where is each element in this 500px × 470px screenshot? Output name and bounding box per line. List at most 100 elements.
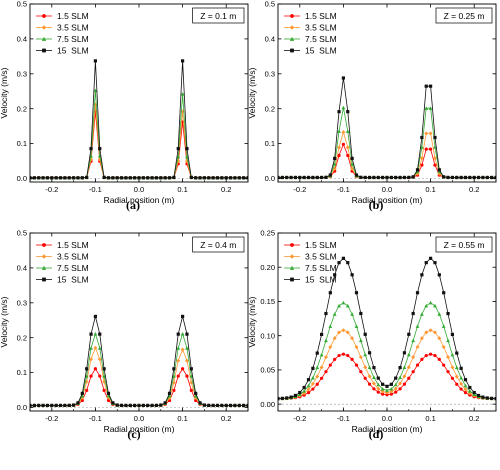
annotation-text: Z = 0.25 m	[444, 11, 485, 21]
data-point	[472, 390, 476, 395]
data-point	[311, 175, 315, 180]
y-tick-label: 0.4	[17, 264, 27, 273]
data-point	[411, 311, 415, 316]
legend-label: 15 SLM	[57, 46, 89, 56]
series-3	[30, 88, 248, 180]
x-tick-label: 0.2	[469, 414, 479, 423]
data-point	[289, 175, 293, 180]
data-point	[137, 176, 141, 180]
data-point	[341, 105, 346, 110]
data-point	[332, 162, 337, 166]
annotation-box: Z = 0.4 m	[192, 236, 245, 253]
plot-area	[30, 314, 248, 408]
data-point	[128, 403, 132, 408]
x-tick-label: 0.1	[177, 185, 187, 194]
data-point	[89, 147, 93, 151]
data-point	[233, 403, 237, 408]
chart-panel-2: -0.2 -0.1 0.0 0.1 0.2 0.0 0.1 0.2 0.3 0.4 0.5 Radia…	[247, 0, 497, 212]
data-point	[398, 175, 402, 180]
y-tick-label: 0.4	[265, 35, 275, 44]
data-point	[371, 381, 376, 386]
data-point	[437, 169, 442, 174]
x-tick-label: -0.2	[293, 185, 306, 194]
data-point	[358, 355, 363, 360]
panel-caption: (d)	[369, 427, 384, 441]
data-point	[376, 386, 381, 391]
data-point	[341, 76, 345, 80]
data-point	[337, 153, 341, 158]
data-point	[406, 365, 411, 370]
data-point	[181, 59, 185, 63]
data-point	[115, 403, 119, 407]
y-tick-label: 0.3	[17, 298, 27, 307]
data-point	[80, 176, 84, 180]
y-tick-label: 0.3	[265, 69, 275, 78]
data-point	[468, 175, 472, 180]
data-point	[433, 163, 437, 167]
data-point	[367, 374, 372, 379]
y-tick-label: 0.0	[17, 174, 27, 183]
data-point	[389, 382, 393, 386]
data-point	[306, 387, 311, 392]
data-point	[459, 387, 463, 391]
series-line	[278, 143, 496, 178]
data-point	[428, 300, 433, 305]
y-axis-label: Velocity (m/s)	[247, 296, 257, 347]
annotation-box: Z = 0.55 m	[435, 236, 493, 253]
data-point	[154, 403, 159, 407]
data-point	[419, 156, 424, 161]
data-point	[176, 147, 180, 151]
data-point	[194, 398, 198, 403]
data-point	[37, 403, 41, 408]
legend-marker	[42, 14, 46, 18]
data-point	[315, 374, 320, 379]
data-point	[428, 328, 433, 333]
data-point	[242, 176, 246, 180]
data-point	[398, 387, 402, 391]
data-point	[454, 365, 459, 370]
data-point	[181, 314, 185, 319]
legend-marker	[41, 36, 47, 41]
legend-marker	[289, 254, 295, 259]
data-point	[106, 398, 111, 403]
data-point	[172, 388, 176, 392]
data-point	[333, 273, 337, 277]
data-point	[424, 303, 429, 308]
data-point	[184, 358, 189, 363]
data-point	[367, 382, 372, 386]
data-point	[333, 357, 337, 362]
data-point	[494, 175, 496, 180]
data-point	[441, 344, 446, 349]
data-point	[367, 351, 372, 355]
data-point	[402, 365, 407, 369]
data-point	[450, 352, 455, 357]
data-point	[154, 176, 159, 180]
data-point	[459, 366, 463, 370]
x-tick-label: 0.0	[382, 414, 392, 423]
data-point	[494, 396, 496, 401]
data-point	[455, 175, 459, 180]
data-point	[141, 176, 145, 180]
data-point	[67, 176, 71, 180]
y-tick-label: 0.20	[260, 263, 275, 272]
data-point	[315, 382, 319, 386]
data-point	[337, 353, 341, 358]
data-point	[80, 398, 84, 403]
data-point	[350, 156, 354, 161]
data-point	[385, 388, 389, 392]
data-point	[420, 357, 424, 362]
data-point	[393, 382, 398, 387]
data-point	[159, 176, 163, 180]
data-point	[381, 382, 385, 386]
data-point	[402, 175, 407, 180]
data-point	[306, 378, 311, 382]
data-point	[119, 403, 124, 407]
data-point	[167, 393, 172, 398]
y-tick-label: 0.5	[17, 0, 27, 9]
data-point	[345, 145, 350, 150]
y-tick-label: 0.00	[260, 400, 275, 409]
series-1	[30, 109, 248, 180]
data-point	[98, 332, 102, 336]
data-point	[337, 261, 341, 265]
